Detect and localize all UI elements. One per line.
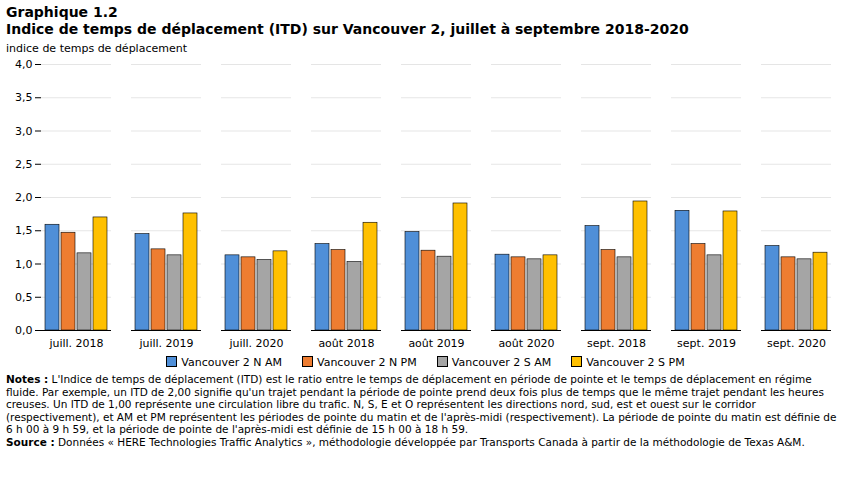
svg-text:juill. 2018: juill. 2018 xyxy=(48,337,103,350)
html-text:Vancouver 2 S PM: Vancouver 2 S PM xyxy=(586,356,685,369)
svg-text:août 2020: août 2020 xyxy=(498,337,554,350)
svg-text:2,5: 2,5 xyxy=(15,158,33,171)
svg-text:1,0: 1,0 xyxy=(15,258,33,271)
svg-text:0,0: 0,0 xyxy=(15,324,33,337)
svg-text:juill. 2020: juill. 2020 xyxy=(228,337,283,350)
svg-text:2,0: 2,0 xyxy=(15,191,33,204)
svg-text:août 2018: août 2018 xyxy=(318,337,374,350)
svg-text:3,0: 3,0 xyxy=(15,125,33,138)
html-text:Vancouver 2 N AM: Vancouver 2 N AM xyxy=(181,356,282,369)
html-text:Source : Données « HERE Techno: Source : Données « HERE Technologies Tra… xyxy=(6,435,805,448)
html-text:Indice de temps de déplacement: Indice de temps de déplacement (ITD) sur… xyxy=(6,21,689,37)
html-text:indice de temps de déplacement: indice de temps de déplacement xyxy=(6,42,187,55)
svg-text:sept. 2019: sept. 2019 xyxy=(677,337,736,350)
html-text:Vancouver 2 S AM: Vancouver 2 S AM xyxy=(451,356,552,369)
svg-text:sept. 2018: sept. 2018 xyxy=(587,337,646,350)
svg-text:1,5: 1,5 xyxy=(15,224,33,237)
html-text:Graphique 1.2: Graphique 1.2 xyxy=(6,4,118,20)
svg-text:3,5: 3,5 xyxy=(15,91,33,104)
svg-text:juill. 2019: juill. 2019 xyxy=(138,337,193,350)
html-text:Notes : L'Indice de temps de d: Notes : L'Indice de temps de déplacement… xyxy=(6,373,837,435)
svg-text:août 2019: août 2019 xyxy=(408,337,464,350)
html-text:Vancouver 2 N PM: Vancouver 2 N PM xyxy=(317,356,417,369)
svg-text:4,0: 4,0 xyxy=(15,58,33,71)
svg-text:0,5: 0,5 xyxy=(15,291,33,304)
svg-text:sept. 2020: sept. 2020 xyxy=(767,337,826,350)
